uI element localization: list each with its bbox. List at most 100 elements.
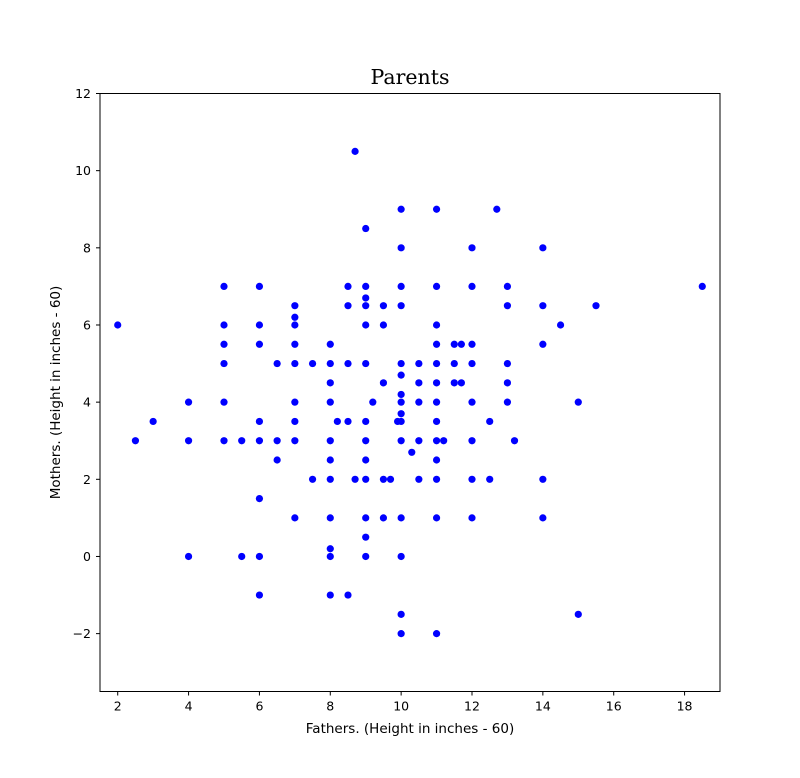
x-axis-label: Fathers. (Height in inches - 60): [306, 721, 514, 737]
scatter-point: [397, 417, 405, 426]
x-tick-label: 14: [535, 699, 551, 714]
scatter-point: [432, 359, 441, 368]
scatter-point: [291, 437, 299, 445]
scatter-point: [379, 514, 388, 522]
scatter-point: [397, 610, 405, 618]
y-tick-label: 2: [83, 472, 91, 487]
scatter-point: [255, 282, 264, 291]
scatter-point: [362, 514, 370, 522]
scatter-point: [468, 475, 476, 483]
x-tick-label: 6: [255, 699, 263, 714]
scatter-point: [379, 475, 388, 483]
x-tick-label: 18: [677, 699, 693, 714]
scatter-point: [432, 205, 441, 213]
scatter-point: [255, 340, 264, 348]
scatter-point: [432, 321, 441, 329]
scatter-point: [440, 437, 448, 445]
scatter-point: [450, 379, 458, 387]
scatter-point: [344, 591, 352, 599]
scatter-point: [351, 475, 359, 483]
scatter-point: [397, 359, 405, 368]
scatter-point: [397, 244, 405, 252]
scatter-point: [273, 359, 281, 368]
scatter-point: [698, 282, 706, 291]
scatter-point: [255, 552, 264, 561]
scatter-point: [326, 456, 334, 464]
x-tick-label: 12: [464, 699, 480, 714]
scatter-point: [415, 437, 423, 445]
scatter-point: [468, 282, 476, 291]
scatter-point: [539, 302, 547, 310]
x-tick-label: 2: [114, 699, 122, 714]
scatter-point: [326, 552, 334, 561]
scatter-point: [184, 552, 193, 561]
scatter-point: [344, 359, 352, 368]
scatter-point: [486, 475, 494, 483]
scatter-point: [379, 379, 388, 387]
scatter-point: [450, 359, 458, 368]
scatter-point: [131, 437, 140, 445]
scatter-point: [273, 437, 281, 445]
y-axis: −2 0 2 4 6 8 10 12: [73, 86, 100, 641]
scatter-point: [397, 437, 405, 445]
scatter-point: [255, 591, 264, 599]
scatter-point: [326, 398, 334, 406]
scatter-point: [432, 398, 441, 406]
scatter-point: [397, 398, 405, 406]
scatter-point: [326, 340, 334, 348]
y-tick-label: 10: [75, 163, 91, 178]
scatter-point: [397, 302, 405, 310]
scatter-point: [397, 630, 405, 638]
scatter-point: [450, 340, 458, 348]
scatter-point: [238, 552, 246, 561]
scatter-point: [397, 410, 405, 418]
scatter-point: [592, 302, 600, 310]
scatter-point: [291, 359, 299, 368]
scatter-point: [369, 398, 377, 406]
scatter-point: [351, 147, 359, 155]
scatter-point: [326, 591, 334, 599]
scatter-point: [397, 205, 405, 213]
scatter-point: [415, 359, 423, 368]
y-tick-label: 12: [75, 86, 91, 101]
scatter-point: [308, 475, 317, 483]
scatter-point: [397, 371, 405, 379]
scatter-point: [362, 224, 370, 233]
x-tick-label: 8: [326, 699, 334, 714]
scatter-point: [468, 340, 476, 348]
scatter-point: [362, 294, 370, 302]
scatter-point: [362, 456, 370, 464]
scatter-point: [432, 437, 441, 445]
scatter-point: [255, 437, 264, 445]
scatter-point: [574, 398, 582, 406]
y-tick-label: 0: [83, 549, 91, 564]
scatter-point: [379, 321, 388, 329]
y-tick-label: 4: [83, 395, 91, 410]
scatter-point: [415, 379, 423, 387]
scatter-point: [408, 448, 416, 456]
scatter-point: [308, 359, 317, 368]
scatter-point: [379, 302, 388, 310]
scatter-point: [362, 321, 370, 329]
scatter-point: [273, 456, 281, 464]
x-axis: 2 4 6 8 10 12 14 16 18: [114, 691, 693, 714]
scatter-point: [397, 514, 405, 522]
scatter-point: [510, 437, 519, 445]
scatter-point: [486, 417, 494, 426]
scatter-point: [415, 475, 423, 483]
scatter-point: [326, 437, 334, 445]
scatter-point: [291, 321, 299, 329]
scatter-point: [362, 552, 370, 561]
scatter-point: [220, 398, 228, 406]
y-tick-label: −2: [73, 626, 91, 641]
scatter-point: [539, 475, 547, 483]
scatter-point: [344, 302, 352, 310]
scatter-point: [362, 475, 370, 483]
scatter-point: [432, 514, 441, 522]
scatter-point: [556, 321, 565, 329]
scatter-point: [539, 244, 547, 252]
scatter-point: [220, 359, 228, 368]
scatter-point: [362, 302, 370, 310]
scatter-point: [291, 398, 299, 406]
